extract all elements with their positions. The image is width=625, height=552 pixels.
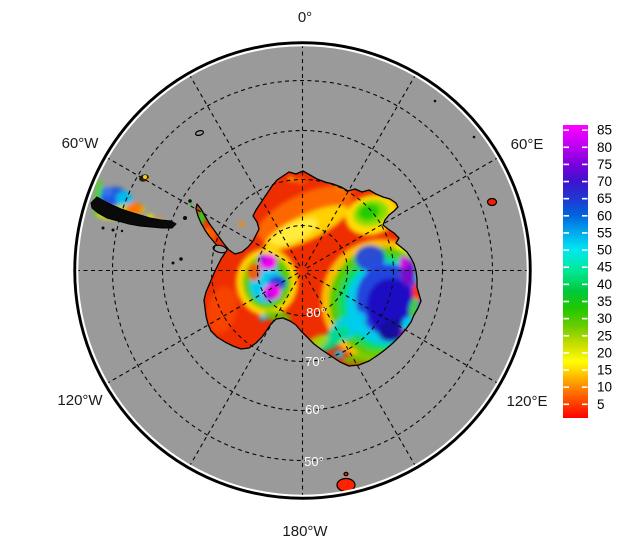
red-data-island [343,471,349,477]
small-island-dot [120,229,124,233]
small-island-dot [183,216,187,220]
colorbar-tick-label: 25 [597,328,612,343]
meridian-line [306,272,498,384]
colorbar-tick-label: 5 [597,397,605,412]
small-island-dot [171,261,175,265]
colorbar-tick-label: 45 [597,260,612,275]
latitude-label: 80° [306,305,326,320]
ocean-data-blob [239,221,245,227]
colorbar-tick-label: 55 [597,225,612,240]
colorbar-tick-label: 20 [597,345,612,360]
graticule-layer [77,45,528,496]
colorbar: 85 80 75 70 65 60 55 50 45 40 35 30 25 20 15 10 5 [563,123,612,418]
meridian-line [107,157,299,269]
meridian-line [304,274,416,466]
small-island-dot [433,99,437,103]
colorbar-tick-label: 70 [597,174,612,189]
ocean-data-blob [101,187,113,197]
longitude-label: 0° [298,9,312,26]
meridian-line [107,272,299,384]
colorbar-tick-label: 15 [597,363,612,378]
longitude-label: 120°W [57,392,103,409]
red-data-island [486,197,498,207]
antarctica-landmass [196,171,421,366]
land-data-blob [355,245,385,271]
latitude-label: 70° [305,354,325,369]
longitude-label: 60°W [62,135,100,152]
colorbar-tick-label: 60 [597,208,612,223]
small-island-dot [472,135,476,139]
small-island-dot [179,257,183,261]
latitude-circle [111,79,494,462]
longitude-label: 180°W [282,523,328,540]
colorbar-tick-label: 30 [597,311,612,326]
longitude-label: 60°E [511,136,544,153]
land-data-blob [399,256,409,268]
peninsula-inlet [212,244,228,254]
land-data-blob [270,218,318,246]
map-outer-ring [73,41,532,500]
colorbar-tick-label: 85 [597,123,612,138]
colorbar-tick-label: 40 [597,277,612,292]
island-data-speck [189,202,193,206]
colorbar-tick-label: 10 [597,380,612,395]
small-island-dot [111,228,115,232]
colorbar-tick-label: 65 [597,191,612,206]
latitude-label: 60° [305,402,325,417]
colorbar-tick-label: 35 [597,294,612,309]
gray-island [194,130,205,136]
latitude-label: 50° [304,454,324,469]
land-data-blob [258,254,266,262]
small-island-dot [188,199,192,203]
land-data-blob [358,203,380,221]
colorbar-tick-label: 75 [597,157,612,172]
south-america-landmass [90,196,177,229]
meridian-line [189,274,301,466]
map-inner-ring [76,44,529,497]
land-data-blob [206,286,238,334]
colorbar-tick-label: 50 [597,243,612,258]
meridian-line [304,75,416,267]
colorbar-tick-label: 80 [597,140,612,155]
meridian-line [306,157,498,269]
land-data-blob [264,293,274,301]
island-data-speck [143,175,147,179]
small-island-dot [101,226,105,230]
colorbar-gradient [563,125,588,418]
coastline [195,170,422,367]
land-data-blob [247,263,261,281]
longitude-label: 120°E [506,393,547,410]
land-data-blob [259,315,267,321]
land-data-blob [316,326,350,352]
ocean-data-blob [116,191,132,207]
meridian-line [189,75,301,267]
